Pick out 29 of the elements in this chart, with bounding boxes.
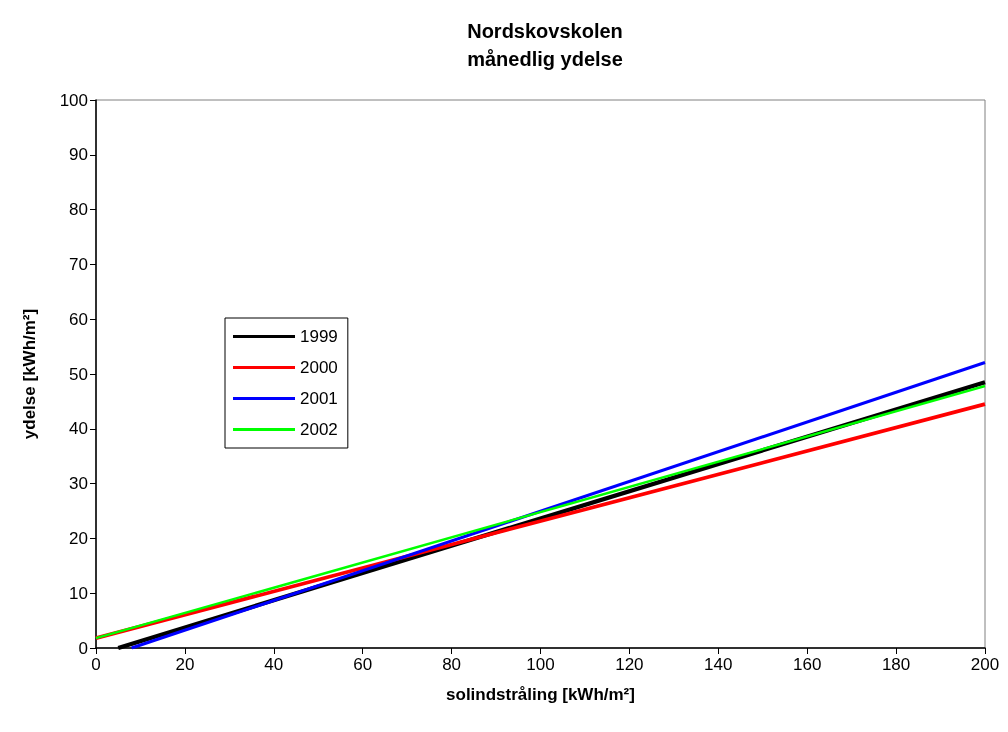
x-tick-label: 180 (881, 655, 911, 674)
x-tick-label: 160 (793, 655, 822, 674)
y-tick-label: 20 (69, 528, 88, 548)
x-tick-label: 40 (264, 655, 284, 674)
x-tick-label: 140 (704, 655, 733, 674)
chart-title: Nordskovskolen månedlig ydelse (467, 20, 623, 70)
y-tick-label: 100 (59, 90, 88, 110)
legend-label: 2002 (300, 420, 338, 439)
y-tick-label: 80 (69, 200, 88, 220)
y-axis-title: ydelse [kWh/m²] (20, 308, 39, 440)
y-tick-label: 50 (69, 364, 88, 384)
x-tick-label: 200 (970, 655, 1000, 674)
legend-label: 2000 (300, 358, 338, 377)
legend-label: 2001 (300, 389, 338, 408)
x-tick-label: 120 (615, 655, 644, 674)
y-tick-label: 90 (69, 145, 88, 165)
x-tick-label: 60 (353, 655, 373, 674)
y-tick-label: 40 (69, 419, 88, 439)
x-tick-label: 20 (175, 655, 195, 674)
y-tick-label: 70 (69, 254, 88, 274)
y-tick-label: 10 (69, 583, 88, 603)
x-tick-label: 100 (526, 655, 555, 674)
y-tick-label: 0 (78, 638, 88, 658)
y-tick-label: 60 (69, 309, 88, 329)
legend-label: 1999 (300, 327, 338, 346)
x-axis-title: solindstråling [kWh/m²] (446, 685, 635, 704)
x-tick-label: 80 (442, 655, 462, 674)
x-tick-label: 0 (91, 655, 101, 674)
y-tick-label: 30 (69, 474, 88, 494)
